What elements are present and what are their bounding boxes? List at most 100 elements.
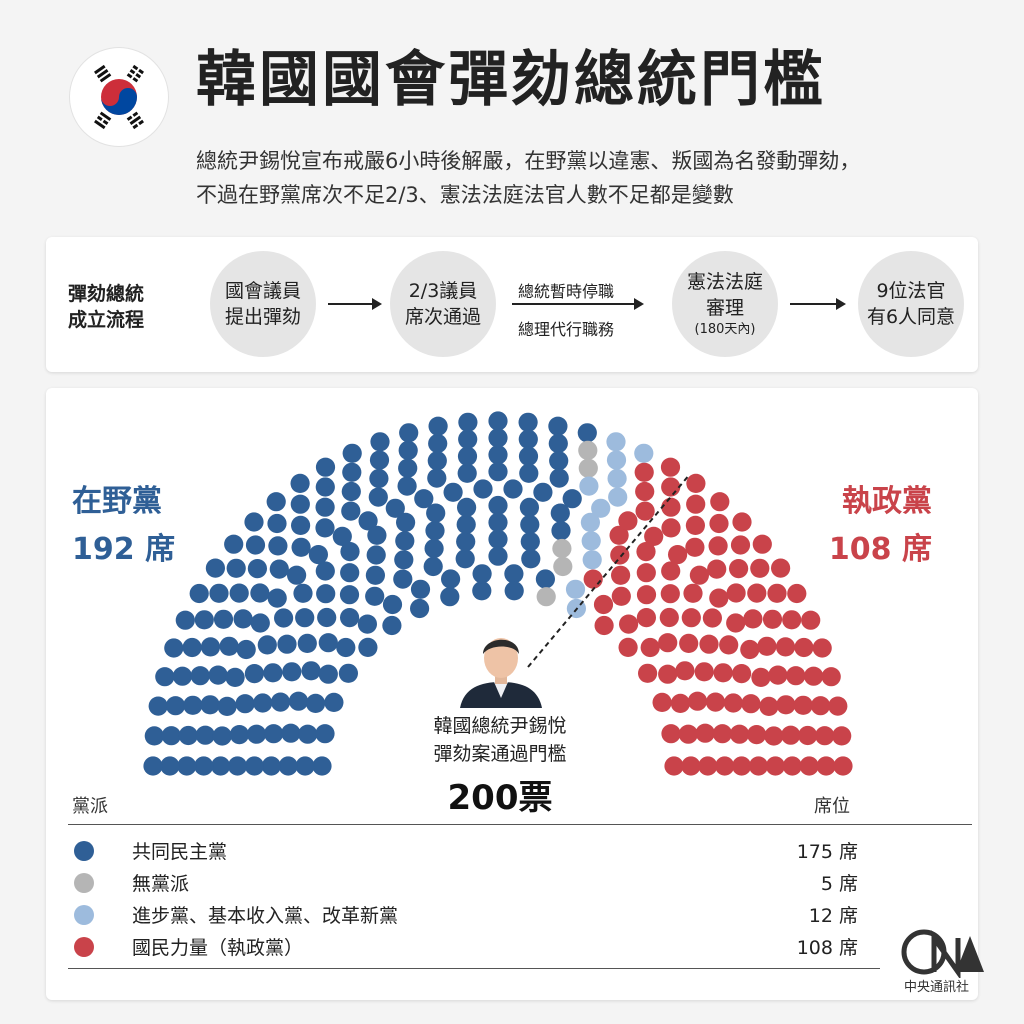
impeachment-flow-card: 彈劾總統 成立流程 國會議員 提出彈劾 2/3議員 席次通過 總統暫時停職 總理… (46, 237, 978, 372)
caption-line-1: 韓國總統尹錫悅 (433, 715, 567, 737)
seat-dot (762, 609, 783, 629)
seat-dot (686, 473, 706, 493)
seat-dot (635, 501, 655, 521)
seat-dot (581, 531, 601, 551)
seat-dot (694, 662, 714, 682)
seat-dot (548, 433, 568, 454)
seat-dot (399, 423, 419, 443)
seat-dot (636, 608, 657, 628)
seat-dot (312, 756, 332, 776)
seat-dot (458, 429, 478, 449)
seat-dot (414, 489, 434, 509)
seat-dot (317, 607, 337, 628)
seat-dot (747, 583, 767, 603)
seat-dot (165, 696, 186, 716)
seat-dot (458, 412, 478, 432)
flow-step-4: 9位法官 有6人同意 (858, 251, 964, 357)
seat-dot (577, 423, 597, 443)
seat-dot (288, 691, 309, 711)
seat-dot (213, 609, 234, 629)
seat-dot (519, 497, 540, 517)
seat-dot (810, 696, 831, 716)
seat-dot (342, 462, 362, 482)
seat-dot (235, 694, 255, 714)
ruling-summary: 執政黨 108 席 (829, 478, 932, 574)
seat-dot (195, 725, 215, 745)
seat-dot (781, 725, 801, 745)
seat-dot (393, 569, 413, 589)
seat-dot (750, 558, 770, 578)
seat-dot (670, 693, 691, 714)
seat-dot (456, 532, 476, 552)
seat-dot (175, 610, 195, 630)
caption-line-2: 彈劾案通過門檻 (433, 743, 567, 765)
seat-dot (250, 583, 270, 603)
seat-dot (488, 445, 508, 465)
flow-step-2-line-1: 2/3議員 (408, 280, 478, 302)
seat-dot (638, 663, 658, 683)
seat-dot (217, 696, 237, 717)
seat-dot (366, 545, 386, 565)
seat-dot (661, 477, 681, 497)
seat-dot (440, 587, 460, 607)
seat-dot (743, 609, 763, 629)
seat-dot (257, 635, 277, 655)
seat-dot (678, 724, 698, 744)
seat-dot (182, 637, 202, 658)
seat-dot (250, 613, 270, 633)
opposition-seats: 192 席 (72, 532, 176, 567)
seat-dot (424, 538, 444, 559)
seat-dot (290, 473, 310, 493)
seat-dot (315, 561, 335, 581)
seat-dot (394, 550, 414, 570)
seat-dot (295, 756, 315, 776)
seat-dot (472, 564, 492, 584)
legend-dot (74, 873, 94, 893)
seat-dot (709, 513, 729, 534)
seat-dot (549, 451, 569, 471)
seat-dot (661, 518, 681, 538)
seat-dot (397, 476, 417, 496)
seat-dot (281, 723, 301, 743)
seat-dot (315, 724, 335, 744)
seat-dot (709, 588, 729, 608)
seat-dot (610, 545, 630, 565)
seat-dot (227, 756, 248, 776)
seat-dot (794, 637, 814, 658)
seat-dot (661, 561, 681, 581)
seat-dot (583, 569, 603, 589)
seat-dot (324, 692, 344, 713)
seat-dot (267, 513, 287, 534)
seat-dot (341, 481, 361, 502)
seat-dot (562, 489, 582, 509)
seat-dot (504, 581, 524, 601)
seat-dot (771, 558, 791, 578)
seat-dot (520, 532, 540, 552)
seat-dot (634, 462, 654, 482)
flow-arrow-note-bottom: 總理代行職務 (518, 320, 615, 339)
seat-dot (698, 756, 718, 776)
seat-dot (730, 535, 751, 555)
seat-dot (710, 492, 730, 512)
seat-dot (488, 495, 508, 516)
seat-dot (368, 487, 388, 507)
seat-dot (740, 639, 760, 660)
page-subtitle: 總統尹錫悅宣布戒嚴6小時後解嚴，在野黨以違憲、叛國為名發動彈劾， 不過在野黨席次… (196, 144, 860, 212)
seat-dot (699, 634, 719, 654)
flow-label-line-2: 成立流程 (68, 309, 145, 331)
seat-dot (287, 565, 307, 585)
seat-dot (695, 723, 715, 743)
seat-dot (782, 756, 802, 776)
seat-dot (661, 497, 681, 517)
seat-dot (683, 583, 703, 603)
seat-dot (290, 494, 310, 514)
seat-dot (224, 534, 244, 554)
seat-dot (618, 511, 638, 531)
seat-dot (282, 662, 302, 682)
seat-dot (266, 492, 286, 512)
flow-step-1: 國會議員 提出彈劾 (210, 251, 316, 357)
seat-dot (291, 537, 311, 557)
seat-dot (752, 534, 772, 554)
seat-dot (488, 411, 508, 431)
seat-dot (164, 638, 184, 658)
